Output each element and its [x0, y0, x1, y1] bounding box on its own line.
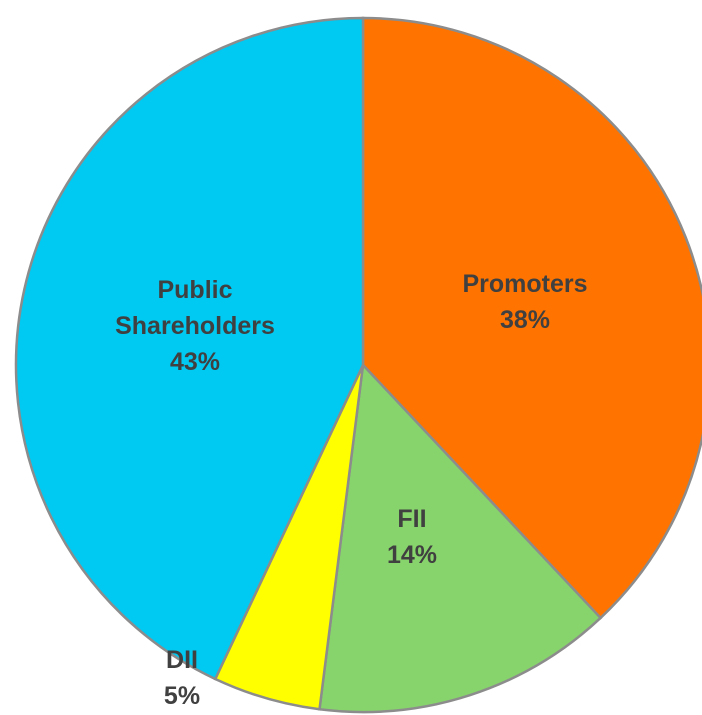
- category-label: Public Shareholders: [115, 276, 275, 340]
- slice-label: Public Shareholders 43%: [95, 272, 295, 380]
- value-label: 38%: [499, 306, 551, 334]
- category-label: Promoters: [462, 270, 588, 298]
- slice-label: DII 5%: [142, 642, 222, 714]
- category-label: DII: [166, 646, 198, 674]
- slice-label: Promoters 38%: [415, 266, 635, 338]
- pie-slice: [318, 362, 603, 714]
- category-label: FII: [397, 505, 427, 533]
- pie-slice: [14, 16, 365, 681]
- value-label: 5%: [163, 682, 201, 710]
- pie-slice: [361, 16, 702, 620]
- value-label: 43%: [169, 348, 221, 376]
- value-label: 14%: [386, 541, 438, 569]
- slice-label: FII 14%: [352, 501, 472, 573]
